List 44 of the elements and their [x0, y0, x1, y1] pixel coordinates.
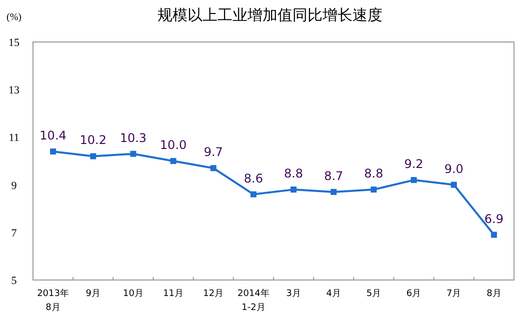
- point: [50, 148, 56, 154]
- point: [250, 191, 256, 198]
- point: [490, 232, 497, 238]
- point: [370, 186, 377, 193]
- data-label: 8.8: [284, 166, 304, 181]
- data-label: 10.2: [80, 133, 106, 148]
- x-tick-label: 8月: [486, 289, 502, 299]
- data-label: 9.2: [404, 157, 424, 172]
- x-tick-label: 10月: [122, 289, 144, 299]
- y-tick-label: 7: [11, 227, 18, 240]
- x-tick-label: 9月: [86, 289, 100, 299]
- point: [130, 150, 136, 157]
- data-label: 8.8: [364, 166, 384, 181]
- y-axis-title: (%): [6, 12, 22, 23]
- x-tick-label: 11月: [163, 289, 184, 299]
- data-label: 6.9: [484, 212, 504, 226]
- point: [450, 182, 457, 188]
- chart-title: 规模以上工业增加值同比增长速度: [158, 6, 382, 24]
- x-tick-label: 7月: [446, 289, 462, 299]
- x-tick-label: 2013年 8月: [37, 288, 69, 313]
- point: [90, 153, 96, 160]
- x-tick-label: 2014年 1-2月: [238, 288, 270, 313]
- y-tick-label: 13: [8, 84, 20, 97]
- y-tick-label: 9: [11, 180, 18, 192]
- x-tick-label: 3月: [286, 289, 301, 299]
- x-tick-label: 12月: [203, 289, 224, 299]
- data-label: 10.0: [160, 138, 187, 152]
- data-label: 9.0: [444, 162, 464, 176]
- data-label: 10.3: [120, 130, 147, 145]
- point: [410, 177, 417, 184]
- point: [330, 188, 337, 195]
- y-tick-label: 15: [8, 37, 20, 49]
- point: [290, 186, 297, 193]
- x-tick-label: 5月: [366, 289, 382, 299]
- y-tick-label: 5: [11, 275, 18, 287]
- data-label: 9.7: [204, 145, 223, 160]
- point: [210, 165, 216, 172]
- y-tick-label: 11: [8, 132, 20, 144]
- x-tick-label: 6月: [406, 289, 422, 299]
- data-label: 10.4: [40, 128, 66, 142]
- data-label: 8.7: [324, 168, 344, 183]
- x-tick-label: 4月: [326, 289, 341, 299]
- point: [170, 158, 176, 164]
- data-label: 8.6: [244, 171, 264, 186]
